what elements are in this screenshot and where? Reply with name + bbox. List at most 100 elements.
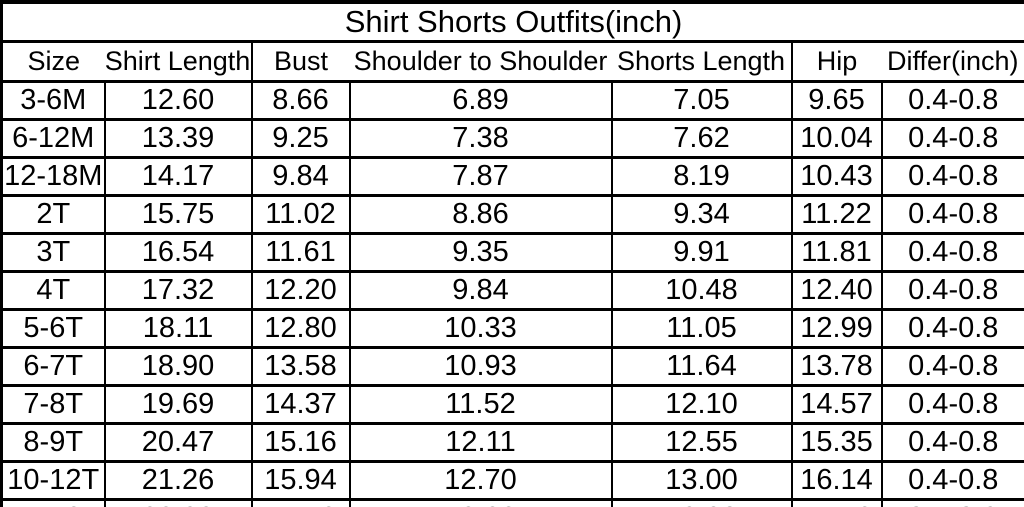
cell-shorts-length: 13.00 [610, 460, 793, 501]
cell-shirt-length: 19.69 [103, 384, 253, 425]
cell-size: 3T [0, 232, 106, 273]
cell-bust: 12.20 [250, 270, 351, 311]
column-header-shoulder-to-shoulder: Shoulder to Shoulder [349, 41, 612, 83]
cell-shoulder: 6.89 [348, 80, 613, 121]
cell-bust: 11.61 [250, 232, 351, 273]
cell-shorts-length: 13.90 [610, 498, 793, 507]
cell-shoulder: 9.84 [348, 270, 613, 311]
cell-hip: 12.99 [790, 308, 883, 349]
cell-differ: 0.4-0.8 [880, 460, 1024, 501]
table-row: 6-7T 18.90 13.58 10.93 11.64 13.78 0.4-0… [0, 346, 1024, 387]
cell-hip: 9.65 [790, 80, 883, 121]
cell-shorts-length: 12.55 [610, 422, 793, 463]
cell-bust: 15.94 [250, 460, 351, 501]
cell-size: 7-8T [0, 384, 106, 425]
cell-bust: 8.66 [250, 80, 351, 121]
cell-shoulder: 11.52 [348, 384, 613, 425]
cell-bust: 11.02 [250, 194, 351, 235]
cell-size: 2T [0, 194, 106, 235]
cell-differ: 0.4-0.8 [880, 422, 1024, 463]
cell-size: 4T [0, 270, 106, 311]
cell-differ: 0.4-0.8 [880, 346, 1024, 387]
cell-size: 6-12M [0, 118, 106, 159]
cell-shoulder: 12.70 [348, 460, 613, 501]
cell-size: 12-18M [0, 156, 106, 197]
table-row: 6-12M 13.39 9.25 7.38 7.62 10.04 0.4-0.8 [0, 118, 1024, 159]
cell-shorts-length: 12.10 [610, 384, 793, 425]
cell-shoulder: 7.38 [348, 118, 613, 159]
cell-shorts-length: 11.05 [610, 308, 793, 349]
cell-shirt-length: 22.83 [103, 498, 253, 507]
cell-bust: 13.58 [250, 346, 351, 387]
cell-shorts-length: 7.05 [610, 80, 793, 121]
cell-differ: 0.4-0.8 [880, 384, 1024, 425]
cell-shirt-length: 17.32 [103, 270, 253, 311]
cell-shorts-length: 11.64 [610, 346, 793, 387]
cell-size: 8-9T [0, 422, 106, 463]
cell-hip: 13.78 [790, 346, 883, 387]
table-row: 12-18M 14.17 9.84 7.87 8.19 10.43 0.4-0.… [0, 156, 1024, 197]
table-title-row: Shirt Shorts Outfits(inch) [1, 2, 1024, 43]
cell-size: 14-16T [0, 498, 106, 507]
cell-differ: 0.4-0.8 [880, 156, 1024, 197]
table-row: 4T 17.32 12.20 9.84 10.48 12.40 0.4-0.8 [0, 270, 1024, 311]
cell-hip: 10.04 [790, 118, 883, 159]
column-header-shirt-length: Shirt Length [104, 41, 252, 83]
cell-shirt-length: 18.11 [103, 308, 253, 349]
cell-differ: 0.4-0.8 [880, 80, 1024, 121]
table-row: 5-6T 18.11 12.80 10.33 11.05 12.99 0.4-0… [0, 308, 1024, 349]
cell-shirt-length: 12.60 [103, 80, 253, 121]
cell-hip: 11.22 [790, 194, 883, 235]
table-row: 14-16T 22.83 17.52 13.88 13.90 17.72 0.4… [0, 498, 1024, 507]
cell-shorts-length: 9.91 [610, 232, 793, 273]
table-row: 3-6M 12.60 8.66 6.89 7.05 9.65 0.4-0.8 [0, 80, 1024, 121]
cell-size: 5-6T [0, 308, 106, 349]
cell-hip: 17.72 [790, 498, 883, 507]
cell-differ: 0.4-0.8 [880, 194, 1024, 235]
cell-hip: 15.35 [790, 422, 883, 463]
cell-size: 10-12T [0, 460, 106, 501]
cell-differ: 0.4-0.8 [880, 232, 1024, 273]
cell-hip: 10.43 [790, 156, 883, 197]
cell-shoulder: 8.86 [348, 194, 613, 235]
cell-size: 3-6M [0, 80, 106, 121]
table-header-row: Size Shirt Length Bust Shoulder to Shoul… [1, 41, 1024, 83]
cell-shirt-length: 13.39 [103, 118, 253, 159]
cell-differ: 0.4-0.8 [880, 270, 1024, 311]
cell-differ: 0.4-0.8 [880, 308, 1024, 349]
cell-bust: 15.16 [250, 422, 351, 463]
cell-shorts-length: 10.48 [610, 270, 793, 311]
cell-shorts-length: 8.19 [610, 156, 793, 197]
cell-shirt-length: 21.26 [103, 460, 253, 501]
cell-size: 6-7T [0, 346, 106, 387]
cell-hip: 12.40 [790, 270, 883, 311]
cell-bust: 14.37 [250, 384, 351, 425]
column-header-bust: Bust [250, 41, 350, 83]
cell-shoulder: 10.33 [348, 308, 613, 349]
cell-shoulder: 12.11 [348, 422, 613, 463]
cell-differ: 0.4-0.8 [880, 498, 1024, 507]
cell-shirt-length: 18.90 [103, 346, 253, 387]
cell-hip: 11.81 [790, 232, 883, 273]
cell-bust: 9.25 [250, 118, 351, 159]
cell-shorts-length: 7.62 [610, 118, 793, 159]
cell-shorts-length: 9.34 [610, 194, 793, 235]
cell-differ: 0.4-0.8 [880, 118, 1024, 159]
cell-bust: 9.84 [250, 156, 351, 197]
column-header-hip: Hip [790, 41, 882, 83]
cell-hip: 14.57 [790, 384, 883, 425]
table-row: 8-9T 20.47 15.16 12.11 12.55 15.35 0.4-0… [0, 422, 1024, 463]
cell-shoulder: 10.93 [348, 346, 613, 387]
table-row: 10-12T 21.26 15.94 12.70 13.00 16.14 0.4… [0, 460, 1024, 501]
column-header-size: Size [1, 41, 105, 83]
cell-shoulder: 7.87 [348, 156, 613, 197]
table-row: 7-8T 19.69 14.37 11.52 12.10 14.57 0.4-0… [0, 384, 1024, 425]
column-header-shorts-length: Shorts Length [611, 41, 792, 83]
cell-shirt-length: 14.17 [103, 156, 253, 197]
table-row: 2T 15.75 11.02 8.86 9.34 11.22 0.4-0.8 [0, 194, 1024, 235]
cell-shoulder: 13.88 [348, 498, 613, 507]
cell-shirt-length: 16.54 [103, 232, 253, 273]
cell-shirt-length: 15.75 [103, 194, 253, 235]
table-title: Shirt Shorts Outfits(inch) [1, 2, 1024, 43]
